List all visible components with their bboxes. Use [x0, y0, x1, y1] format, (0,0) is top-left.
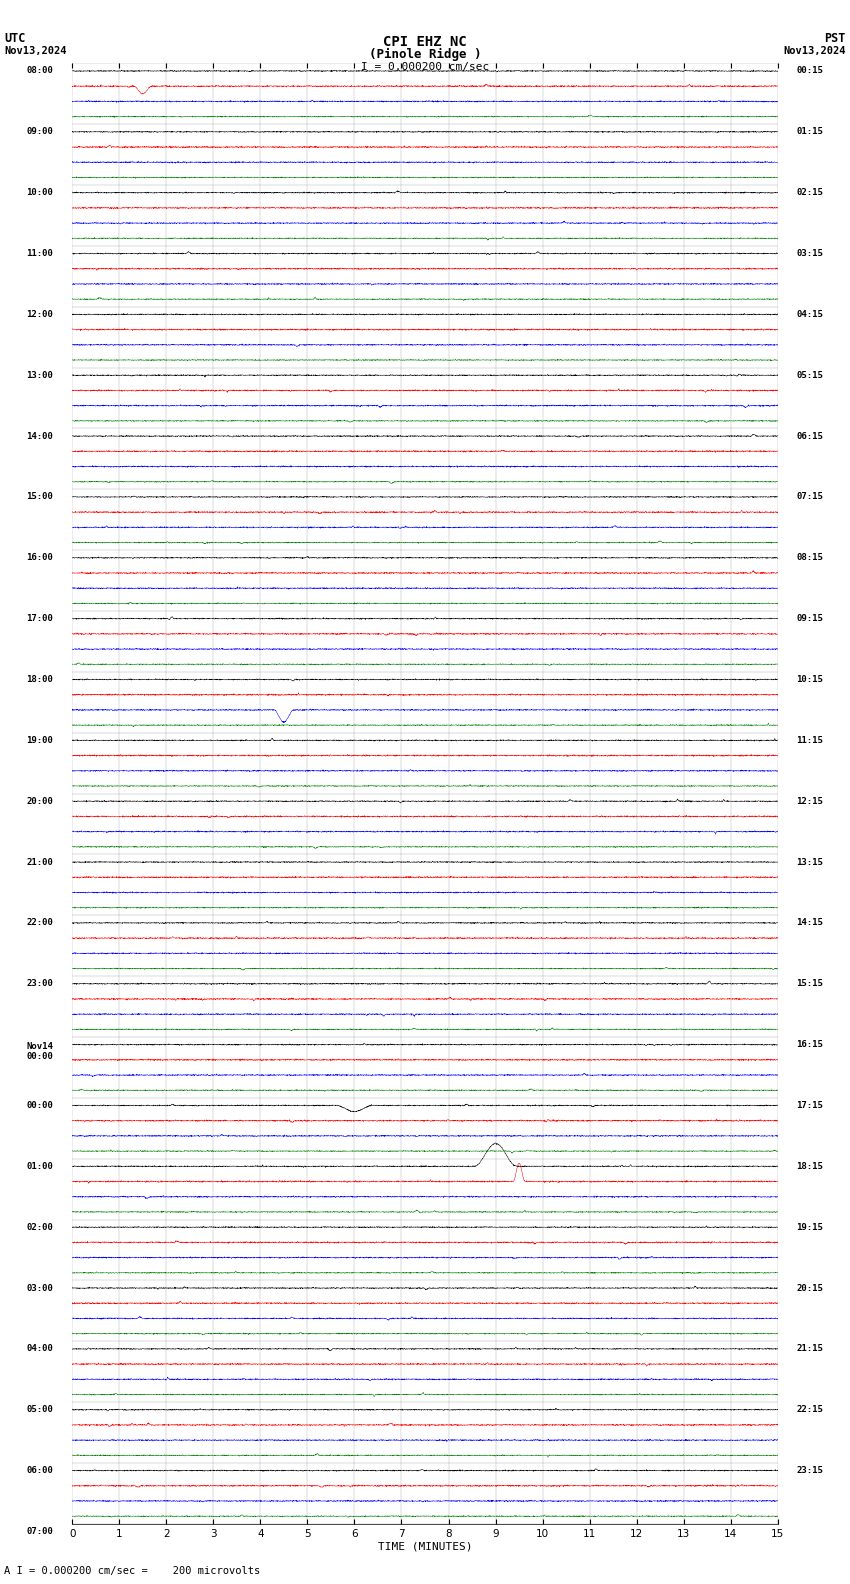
Text: 01:15: 01:15 [796, 127, 824, 136]
Text: A I = 0.000200 cm/sec =    200 microvolts: A I = 0.000200 cm/sec = 200 microvolts [4, 1567, 260, 1576]
Text: 10:15: 10:15 [796, 675, 824, 684]
Text: 20:15: 20:15 [796, 1283, 824, 1293]
Text: 01:00: 01:00 [26, 1161, 54, 1171]
Text: 23:00: 23:00 [26, 979, 54, 988]
Text: 15:00: 15:00 [26, 493, 54, 502]
Text: 08:00: 08:00 [26, 67, 54, 76]
Text: 22:00: 22:00 [26, 919, 54, 927]
X-axis label: TIME (MINUTES): TIME (MINUTES) [377, 1541, 473, 1551]
Text: 10:00: 10:00 [26, 188, 54, 196]
Text: 15:15: 15:15 [796, 979, 824, 988]
Text: 13:00: 13:00 [26, 371, 54, 380]
Text: PST: PST [824, 32, 846, 44]
Text: 18:15: 18:15 [796, 1161, 824, 1171]
Text: 03:00: 03:00 [26, 1283, 54, 1293]
Text: Nov13,2024: Nov13,2024 [783, 46, 846, 55]
Text: 06:00: 06:00 [26, 1467, 54, 1475]
Text: 21:00: 21:00 [26, 857, 54, 866]
Text: 20:00: 20:00 [26, 797, 54, 806]
Text: 09:15: 09:15 [796, 615, 824, 623]
Text: 05:00: 05:00 [26, 1405, 54, 1415]
Text: 19:15: 19:15 [796, 1223, 824, 1232]
Text: 02:15: 02:15 [796, 188, 824, 196]
Text: Nov13,2024: Nov13,2024 [4, 46, 67, 55]
Text: 08:15: 08:15 [796, 553, 824, 562]
Text: 12:00: 12:00 [26, 310, 54, 318]
Text: 19:00: 19:00 [26, 737, 54, 744]
Text: Nov14: Nov14 [26, 1042, 54, 1050]
Text: 00:00: 00:00 [26, 1052, 54, 1061]
Text: 05:15: 05:15 [796, 371, 824, 380]
Text: 00:00: 00:00 [26, 1101, 54, 1110]
Text: CPI EHZ NC: CPI EHZ NC [383, 35, 467, 49]
Text: 04:00: 04:00 [26, 1345, 54, 1353]
Text: 14:15: 14:15 [796, 919, 824, 927]
Text: 22:15: 22:15 [796, 1405, 824, 1415]
Text: (Pinole Ridge ): (Pinole Ridge ) [369, 48, 481, 60]
Text: 00:15: 00:15 [796, 67, 824, 76]
Text: 07:00: 07:00 [26, 1527, 54, 1536]
Text: 07:15: 07:15 [796, 493, 824, 502]
Text: 13:15: 13:15 [796, 857, 824, 866]
Text: 02:00: 02:00 [26, 1223, 54, 1232]
Text: 06:15: 06:15 [796, 431, 824, 440]
Text: 21:15: 21:15 [796, 1345, 824, 1353]
Text: 11:00: 11:00 [26, 249, 54, 258]
Text: 09:00: 09:00 [26, 127, 54, 136]
Text: 16:00: 16:00 [26, 553, 54, 562]
Text: 04:15: 04:15 [796, 310, 824, 318]
Text: I = 0.000200 cm/sec: I = 0.000200 cm/sec [361, 62, 489, 71]
Text: 17:15: 17:15 [796, 1101, 824, 1110]
Text: 14:00: 14:00 [26, 431, 54, 440]
Text: 17:00: 17:00 [26, 615, 54, 623]
Text: 23:15: 23:15 [796, 1467, 824, 1475]
Text: UTC: UTC [4, 32, 26, 44]
Text: 16:15: 16:15 [796, 1041, 824, 1049]
Text: 12:15: 12:15 [796, 797, 824, 806]
Text: 03:15: 03:15 [796, 249, 824, 258]
Text: 11:15: 11:15 [796, 737, 824, 744]
Text: 18:00: 18:00 [26, 675, 54, 684]
